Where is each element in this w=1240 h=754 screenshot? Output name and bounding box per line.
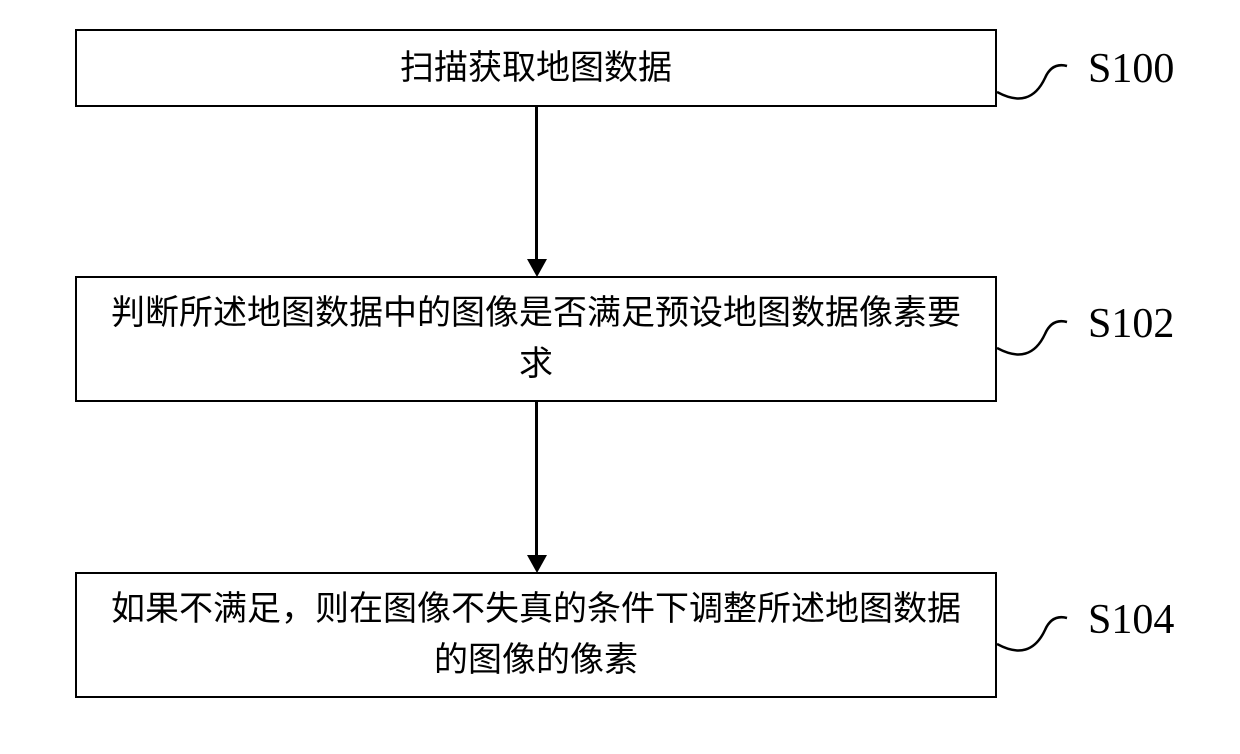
flowchart-container: 扫描获取地图数据 S100 判断所述地图数据中的图像是否满足预设地图数据像素要求… (0, 0, 1240, 754)
step-box-s104: 如果不满足，则在图像不失真的条件下调整所述地图数据的图像的像素 (75, 572, 997, 698)
connector-line-1 (535, 107, 538, 260)
step-text-s104: 如果不满足，则在图像不失真的条件下调整所述地图数据的图像的像素 (97, 584, 975, 686)
step-label-s104: S104 (1088, 596, 1174, 644)
step-label-s102: S102 (1088, 300, 1174, 348)
arrow-head-1 (527, 259, 547, 277)
step-box-s100: 扫描获取地图数据 (75, 29, 997, 107)
step-text-s100: 扫描获取地图数据 (400, 43, 672, 94)
label-curve-s104 (997, 612, 1072, 667)
step-text-s102: 判断所述地图数据中的图像是否满足预设地图数据像素要求 (97, 288, 975, 390)
step-label-s100: S100 (1088, 45, 1174, 93)
label-curve-s102 (997, 316, 1072, 371)
label-curve-s100 (997, 60, 1072, 115)
step-box-s102: 判断所述地图数据中的图像是否满足预设地图数据像素要求 (75, 276, 997, 402)
arrow-head-2 (527, 555, 547, 573)
connector-line-2 (535, 402, 538, 555)
